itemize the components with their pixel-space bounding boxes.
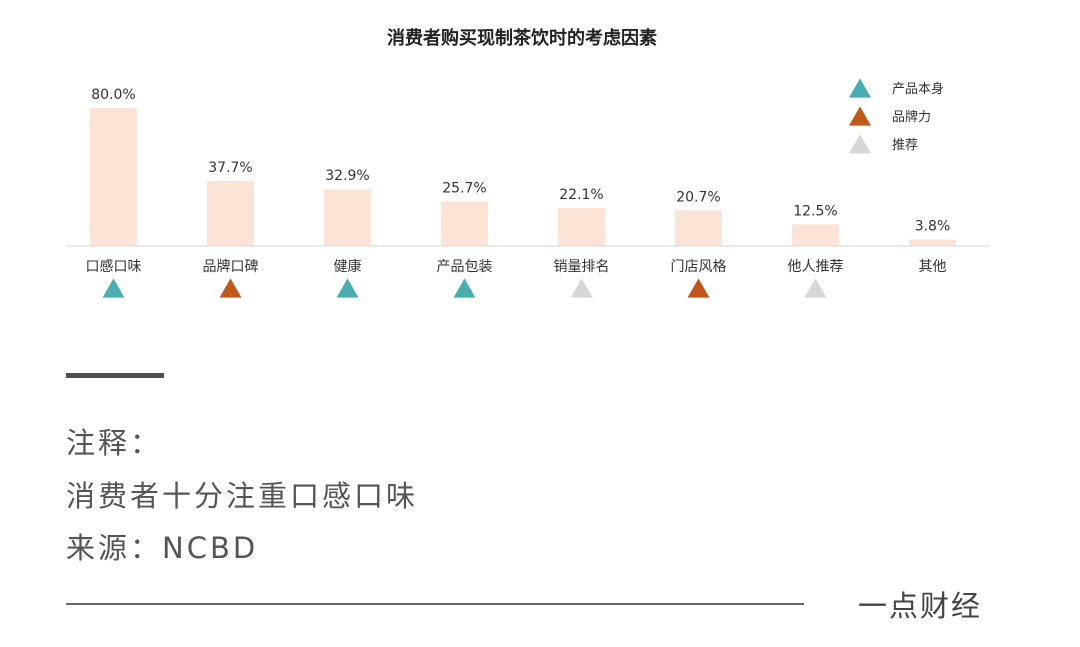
category-marker-triangle [687, 278, 710, 298]
value-label: 37.7% [208, 160, 252, 176]
note-title: 注释： [66, 426, 163, 460]
category-marker-triangle [102, 278, 125, 298]
legend-label: 品牌力 [892, 109, 931, 125]
category-label: 健康 [334, 258, 362, 275]
legend-label: 推荐 [892, 138, 918, 153]
category-label: 其他 [919, 259, 947, 275]
bar [558, 207, 605, 246]
value-label: 22.1% [559, 187, 603, 203]
note-body: 消费者十分注重口感口味 [66, 479, 419, 513]
bar [675, 210, 722, 246]
value-label: 20.7% [676, 189, 720, 205]
category-label: 品牌口碑 [203, 258, 259, 275]
category-marker-triangle [804, 278, 827, 298]
bar [207, 180, 254, 246]
category-label: 产品包装 [437, 259, 493, 275]
category-marker-triangle [219, 278, 242, 298]
legend-marker-triangle [849, 134, 871, 154]
bar [324, 189, 371, 246]
value-label: 3.8% [915, 218, 951, 234]
note-source: 来源：NCBD [66, 531, 259, 565]
legend-label: 产品本身 [892, 81, 944, 97]
category-label: 门店风格 [671, 259, 727, 275]
section-divider [66, 373, 164, 378]
category-label: 口感口味 [86, 258, 142, 275]
category-label: 他人推荐 [788, 259, 844, 275]
bar [441, 201, 488, 246]
bar [909, 239, 956, 246]
footer-brand: 一点财经 [858, 589, 983, 623]
bar [792, 224, 839, 246]
footer-rule [66, 603, 804, 605]
value-label: 32.9% [325, 168, 369, 184]
value-label: 80.0% [91, 87, 135, 103]
bar [90, 108, 137, 246]
category-marker-triangle [453, 278, 476, 298]
bars-layer: 80.0% 口感口味 37.7% 品牌口碑 32.9% 健康 25.7% 产品包装 22.1% 销… [86, 87, 956, 298]
category-label: 销量排名 [554, 259, 610, 275]
value-label: 12.5% [793, 203, 837, 219]
legend-marker-triangle [849, 78, 871, 98]
category-marker-triangle [570, 278, 593, 298]
bar-chart: 消费者购买现制茶饮时的考虑因素 80.0% 口感口味 37.7% 品牌口碑 32.9% 健… [66, 27, 990, 298]
value-label: 25.7% [442, 181, 486, 197]
category-marker-triangle [336, 278, 359, 298]
legend-marker-triangle [849, 106, 871, 126]
chart-title: 消费者购买现制茶饮时的考虑因素 [387, 27, 657, 49]
